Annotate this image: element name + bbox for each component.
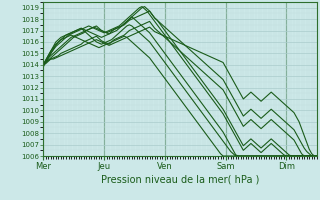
X-axis label: Pression niveau de la mer( hPa ): Pression niveau de la mer( hPa ) xyxy=(101,175,259,185)
